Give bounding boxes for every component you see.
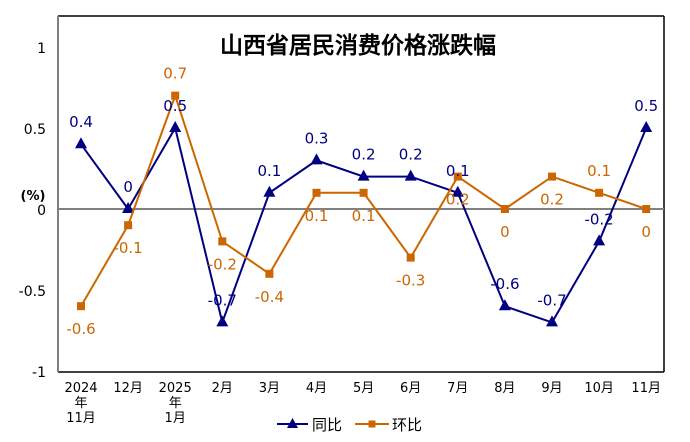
x-tick-label: 年	[74, 396, 87, 411]
legend-triangle-marker-icon	[287, 418, 298, 428]
x-tick-label: 10月	[584, 381, 614, 396]
x-tick-label: 2024	[64, 381, 97, 396]
data-label: 0.5	[163, 97, 187, 115]
data-label: -0.6	[490, 275, 519, 293]
data-point-square	[171, 91, 180, 100]
data-label: -0.7	[208, 291, 237, 309]
data-point-triangle	[310, 153, 323, 165]
data-point-triangle	[75, 137, 87, 149]
x-tick-label: 2月	[212, 381, 233, 396]
data-point-triangle	[498, 299, 511, 311]
data-label: 0	[500, 223, 510, 241]
x-tick-label: 5月	[353, 381, 374, 396]
data-label: 0.5	[634, 97, 658, 115]
chart-title: 山西省居民消费价格涨跌幅	[220, 32, 496, 59]
data-label: -0.4	[255, 288, 284, 306]
legend-label-huanbi: 环比	[392, 416, 422, 434]
y-tick-label: -1	[32, 365, 46, 381]
data-point-square	[548, 172, 556, 181]
data-label: -0.1	[113, 239, 142, 257]
data-point-triangle	[169, 121, 182, 132]
data-labels: 0.4 0 0.5 -0.7 0.1 0.3 0.2 0.2 0.1 -0.6 -0.7 -0.2 0.…	[66, 65, 658, 339]
data-point-square	[312, 188, 321, 197]
data-label: 0.2	[446, 191, 470, 209]
data-point-square	[265, 269, 274, 278]
legend-square-marker-icon	[368, 420, 376, 428]
data-point-triangle	[357, 169, 370, 181]
data-label: 0.2	[399, 146, 423, 164]
y-tick-label: 1	[37, 41, 46, 57]
x-tick-label: 7月	[447, 381, 468, 396]
y-tick-labels: 1 0.5 0 -0.5 -1	[19, 41, 46, 381]
y-axis-unit: (%)	[21, 189, 46, 204]
x-tick-label: 3月	[259, 381, 280, 396]
data-point-square	[500, 205, 509, 213]
x-tick-label: 2025	[159, 381, 192, 396]
legend-item-tongbi[interactable]: 同比	[277, 416, 342, 434]
data-point-square	[595, 188, 604, 197]
data-label: 0.1	[352, 207, 376, 225]
data-point-square	[77, 302, 85, 311]
x-tick-label: 6月	[400, 381, 421, 396]
data-label: -0.2	[584, 210, 613, 228]
data-point-square	[359, 188, 368, 197]
data-point-triangle	[593, 234, 606, 246]
x-tick-label: 8月	[494, 381, 515, 396]
data-label: 0.1	[257, 162, 281, 180]
data-label: -0.3	[396, 272, 425, 290]
data-label: 0.2	[352, 146, 376, 164]
data-point-square	[124, 221, 133, 230]
data-point-square	[406, 253, 415, 262]
y-tick-label: -0.5	[19, 284, 46, 300]
data-point-triangle	[122, 202, 135, 213]
legend-label-tongbi: 同比	[312, 416, 342, 434]
x-tick-label: 4月	[306, 381, 327, 396]
x-tick-label: 11月	[66, 411, 96, 426]
x-tick-label: 1月	[165, 411, 186, 426]
data-point-triangle	[451, 185, 464, 197]
x-tick-label: 11月	[631, 381, 661, 396]
data-label: 0.2	[540, 191, 564, 209]
data-label: 0.1	[446, 162, 470, 180]
data-label: 0.4	[69, 113, 93, 131]
data-point-triangle	[216, 315, 229, 327]
legend-item-huanbi[interactable]: 环比	[355, 416, 422, 434]
data-point-triangle	[546, 315, 558, 327]
data-point-square	[642, 205, 651, 213]
data-label: 0.1	[587, 162, 611, 180]
x-tick-label: 12月	[113, 381, 143, 396]
data-label: -0.6	[66, 320, 95, 338]
data-label: -0.7	[537, 291, 566, 309]
data-point-square	[218, 237, 227, 246]
y-tick-label: 0	[37, 203, 46, 219]
x-tick-label: 年	[169, 396, 182, 411]
data-label: 0.1	[305, 207, 329, 225]
series-group	[75, 91, 653, 327]
data-point-triangle	[404, 169, 417, 181]
data-point-triangle	[263, 185, 276, 197]
data-label: 0.7	[163, 65, 187, 83]
data-point-triangle	[640, 121, 653, 132]
data-label: 0	[641, 223, 651, 241]
x-tick-label: 9月	[541, 381, 562, 396]
data-label: 0.3	[305, 129, 329, 147]
data-label: 0	[123, 178, 133, 196]
data-point-square	[453, 172, 462, 181]
data-label: -0.2	[208, 255, 237, 273]
y-tick-label: 0.5	[24, 122, 46, 138]
legend: 同比 环比	[277, 416, 422, 434]
